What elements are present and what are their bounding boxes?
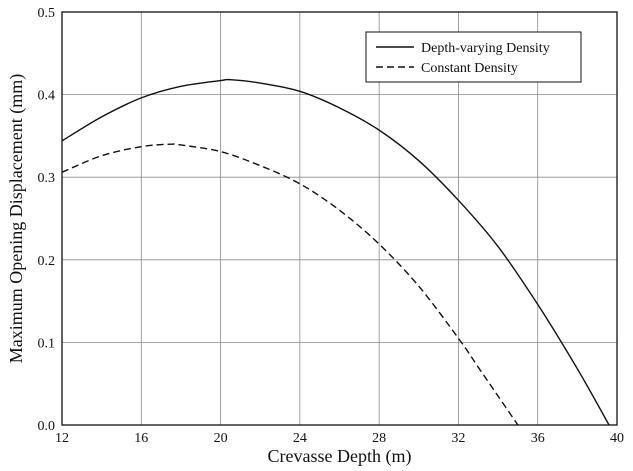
- y-tick-labels: 0.0 0.1 0.2 0.3 0.4 0.5: [38, 6, 56, 434]
- series-line-1: [61, 143, 519, 426]
- legend-box: [365, 31, 582, 83]
- y-axis-label: Maximum Opening Displacement (mm): [6, 74, 27, 363]
- x-tick-label: 20: [214, 431, 228, 446]
- x-tick-label: 24: [293, 431, 307, 446]
- x-tick-label: 16: [134, 431, 148, 446]
- x-tick-labels: 12 16 20 24 28 32 36 40: [55, 431, 624, 446]
- series-line-0: [61, 78, 610, 426]
- y-tick-label: 0.4: [38, 89, 56, 104]
- y-tick-label: 0.5: [38, 6, 56, 21]
- x-axis-label: Crevasse Depth (m): [268, 446, 412, 467]
- y-tick-label: 0.0: [38, 419, 56, 434]
- x-tick-label: 32: [451, 431, 465, 446]
- legend-entry-depth-varying: Depth-varying Density: [421, 41, 550, 56]
- y-tick-label: 0.3: [38, 171, 56, 186]
- y-tick-label: 0.2: [38, 254, 56, 269]
- y-tick-label: 0.1: [38, 336, 56, 351]
- plot-frame: [61, 11, 618, 426]
- x-tick-label: 36: [531, 431, 545, 446]
- x-tick-label: 28: [372, 431, 386, 446]
- series-lines: [61, 78, 610, 426]
- legend-entry-constant: Constant Density: [421, 61, 518, 76]
- x-tick-label: 12: [55, 431, 69, 446]
- legend: Depth-varying Density Constant Density: [365, 31, 582, 83]
- x-tick-label: 40: [610, 431, 624, 446]
